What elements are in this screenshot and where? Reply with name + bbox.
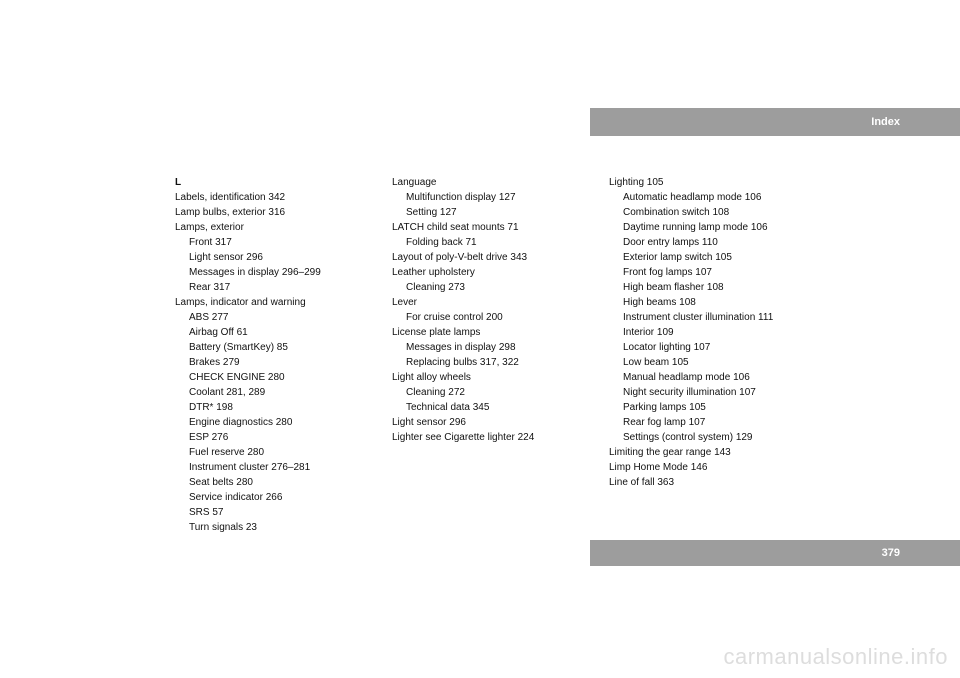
- index-subentry: ESP 276: [175, 430, 380, 445]
- index-subentry: DTR* 198: [175, 400, 380, 415]
- index-content: L Labels, identification 342 Lamp bulbs,…: [175, 175, 900, 535]
- column-2: Language Multifunction display 127 Setti…: [392, 175, 597, 535]
- column-3: Lighting 105 Automatic headlamp mode 106…: [609, 175, 814, 535]
- index-entry: Lever: [392, 295, 597, 310]
- index-entry: Light sensor 296: [392, 415, 597, 430]
- index-subentry: Instrument cluster illumination 111: [609, 310, 814, 325]
- index-subentry: Exterior lamp switch 105: [609, 250, 814, 265]
- index-subentry: Instrument cluster 276–281: [175, 460, 380, 475]
- index-subentry: SRS 57: [175, 505, 380, 520]
- index-entry: Lighter see Cigarette lighter 224: [392, 430, 597, 445]
- index-entry: Lighting 105: [609, 175, 814, 190]
- index-subentry: Manual headlamp mode 106: [609, 370, 814, 385]
- index-subentry: Daytime running lamp mode 106: [609, 220, 814, 235]
- index-entry: LATCH child seat mounts 71: [392, 220, 597, 235]
- index-entry: Lamps, indicator and warning: [175, 295, 380, 310]
- index-entry: Limp Home Mode 146: [609, 460, 814, 475]
- index-entry: Light alloy wheels: [392, 370, 597, 385]
- header-title: Index: [871, 116, 900, 128]
- index-entry: Labels, identification 342: [175, 190, 380, 205]
- index-subentry: For cruise control 200: [392, 310, 597, 325]
- index-subentry: Messages in display 298: [392, 340, 597, 355]
- index-subentry: Rear 317: [175, 280, 380, 295]
- index-subentry: ABS 277: [175, 310, 380, 325]
- index-subentry: Seat belts 280: [175, 475, 380, 490]
- index-subentry: Light sensor 296: [175, 250, 380, 265]
- index-subentry: Multifunction display 127: [392, 190, 597, 205]
- index-subentry: Airbag Off 61: [175, 325, 380, 340]
- watermark: carmanualsonline.info: [723, 644, 948, 670]
- index-entry: Limiting the gear range 143: [609, 445, 814, 460]
- index-subentry: Interior 109: [609, 325, 814, 340]
- index-subentry: Replacing bulbs 317, 322: [392, 355, 597, 370]
- index-subentry: Night security illumination 107: [609, 385, 814, 400]
- page-number: 379: [882, 547, 900, 559]
- index-subentry: Combination switch 108: [609, 205, 814, 220]
- index-subentry: Brakes 279: [175, 355, 380, 370]
- index-entry: Leather upholstery: [392, 265, 597, 280]
- index-subentry: Messages in display 296–299: [175, 265, 380, 280]
- index-subentry: Low beam 105: [609, 355, 814, 370]
- index-subentry: Fuel reserve 280: [175, 445, 380, 460]
- column-1: L Labels, identification 342 Lamp bulbs,…: [175, 175, 380, 535]
- index-subentry: Rear fog lamp 107: [609, 415, 814, 430]
- index-subentry: Engine diagnostics 280: [175, 415, 380, 430]
- index-subentry: Folding back 71: [392, 235, 597, 250]
- index-subentry: High beam flasher 108: [609, 280, 814, 295]
- index-entry: Lamp bulbs, exterior 316: [175, 205, 380, 220]
- index-subentry: Front fog lamps 107: [609, 265, 814, 280]
- index-subentry: High beams 108: [609, 295, 814, 310]
- index-entry: License plate lamps: [392, 325, 597, 340]
- index-subentry: CHECK ENGINE 280: [175, 370, 380, 385]
- index-subentry: Turn signals 23: [175, 520, 380, 535]
- index-subentry: Settings (control system) 129: [609, 430, 814, 445]
- index-subentry: Automatic headlamp mode 106: [609, 190, 814, 205]
- index-subentry: Door entry lamps 110: [609, 235, 814, 250]
- index-subentry: Parking lamps 105: [609, 400, 814, 415]
- index-entry: Line of fall 363: [609, 475, 814, 490]
- index-subentry: Locator lighting 107: [609, 340, 814, 355]
- index-subentry: Coolant 281, 289: [175, 385, 380, 400]
- index-subentry: Technical data 345: [392, 400, 597, 415]
- header-bar: Index: [590, 108, 960, 136]
- page-number-box: 379: [590, 540, 960, 566]
- index-entry: Lamps, exterior: [175, 220, 380, 235]
- index-subentry: Setting 127: [392, 205, 597, 220]
- index-letter: L: [175, 175, 380, 190]
- index-subentry: Service indicator 266: [175, 490, 380, 505]
- index-entry: Layout of poly-V-belt drive 343: [392, 250, 597, 265]
- index-subentry: Cleaning 273: [392, 280, 597, 295]
- index-subentry: Battery (SmartKey) 85: [175, 340, 380, 355]
- index-entry: Language: [392, 175, 597, 190]
- index-subentry: Front 317: [175, 235, 380, 250]
- index-subentry: Cleaning 272: [392, 385, 597, 400]
